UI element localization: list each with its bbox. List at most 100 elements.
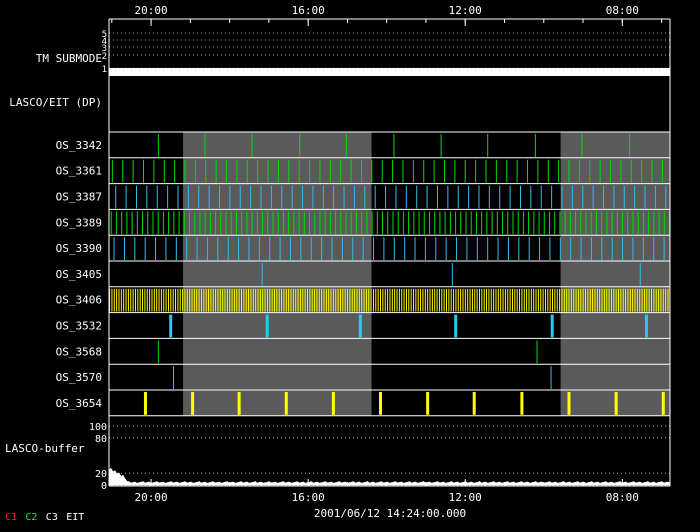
mark bbox=[199, 211, 201, 235]
mark bbox=[342, 288, 344, 312]
mark bbox=[474, 288, 476, 312]
row-label: OS_3570 bbox=[56, 371, 102, 384]
mark bbox=[163, 288, 165, 312]
mark bbox=[499, 185, 501, 209]
mark bbox=[487, 134, 489, 157]
mark bbox=[570, 237, 572, 260]
mark bbox=[241, 211, 243, 235]
row-os-3570: OS_3570 bbox=[56, 363, 670, 389]
mark bbox=[445, 288, 447, 312]
mark bbox=[271, 288, 273, 312]
mark bbox=[132, 159, 134, 183]
mark bbox=[309, 211, 311, 235]
mark bbox=[520, 392, 524, 415]
mark bbox=[516, 159, 518, 183]
mark bbox=[219, 185, 221, 209]
mark bbox=[222, 288, 224, 312]
mark bbox=[408, 211, 410, 235]
mark bbox=[475, 211, 477, 235]
mark bbox=[615, 288, 617, 312]
mark bbox=[302, 185, 304, 209]
mark bbox=[278, 288, 280, 312]
mark bbox=[299, 288, 301, 312]
mark bbox=[629, 134, 631, 157]
mark bbox=[528, 211, 530, 235]
mark bbox=[476, 288, 478, 312]
row-os-3532: OS_3532 bbox=[56, 312, 670, 338]
mark bbox=[231, 288, 233, 312]
mark bbox=[518, 237, 520, 260]
mark bbox=[130, 288, 132, 312]
mark bbox=[255, 288, 257, 312]
mark bbox=[563, 288, 565, 312]
top-time-label: 08:00 bbox=[606, 4, 639, 17]
mark bbox=[462, 288, 464, 312]
mark bbox=[405, 288, 407, 312]
mark bbox=[595, 211, 597, 235]
mark bbox=[580, 237, 582, 260]
mark bbox=[398, 288, 400, 312]
mark bbox=[629, 288, 631, 312]
mark bbox=[120, 288, 122, 312]
mark bbox=[475, 159, 477, 183]
mark bbox=[445, 237, 447, 260]
mark bbox=[429, 288, 431, 312]
mark bbox=[115, 185, 117, 209]
legend-entry: C2 bbox=[25, 512, 37, 523]
mark bbox=[183, 211, 185, 235]
mark bbox=[329, 211, 331, 235]
mark bbox=[447, 185, 449, 209]
time-axis: 20:00 20:00 16:00 16:00 12:00 12:00 08:00 08:00… bbox=[108, 4, 671, 520]
mark bbox=[310, 237, 312, 260]
mark bbox=[389, 288, 391, 312]
mark bbox=[381, 159, 383, 183]
mark bbox=[613, 288, 615, 312]
mark bbox=[331, 392, 335, 415]
mark bbox=[366, 211, 368, 235]
mark bbox=[122, 159, 124, 183]
mark bbox=[126, 211, 128, 235]
mark bbox=[351, 288, 353, 312]
mark bbox=[585, 288, 587, 312]
mark bbox=[403, 288, 405, 312]
mark bbox=[392, 211, 394, 235]
mark bbox=[175, 237, 177, 260]
mark bbox=[246, 211, 248, 235]
mark bbox=[165, 237, 167, 260]
mark bbox=[364, 185, 366, 209]
mark bbox=[340, 159, 342, 183]
mark bbox=[306, 288, 308, 312]
mark bbox=[472, 392, 476, 415]
lasco-buffer-label: LASCO-buffer bbox=[5, 442, 85, 455]
mark bbox=[186, 237, 188, 260]
mark bbox=[229, 288, 231, 312]
mark bbox=[509, 288, 511, 312]
mark bbox=[469, 288, 471, 312]
mark bbox=[144, 288, 146, 312]
mark bbox=[330, 288, 332, 312]
mark bbox=[224, 288, 226, 312]
timestamp-label: 2001/06/12 14:24:00.000 bbox=[314, 507, 466, 520]
mark bbox=[449, 211, 451, 235]
mark bbox=[569, 211, 571, 235]
mark bbox=[239, 185, 241, 209]
mark bbox=[516, 288, 518, 312]
mark bbox=[167, 185, 169, 209]
mark bbox=[304, 288, 306, 312]
mark bbox=[356, 288, 358, 312]
mark bbox=[299, 134, 301, 157]
row-label: OS_3405 bbox=[56, 268, 102, 281]
mark bbox=[495, 288, 497, 312]
mark bbox=[547, 288, 549, 312]
mark bbox=[368, 288, 370, 312]
mark bbox=[111, 288, 113, 312]
mark bbox=[319, 159, 321, 183]
mark bbox=[267, 211, 269, 235]
mark bbox=[661, 159, 663, 183]
mark bbox=[396, 288, 398, 312]
mark bbox=[191, 392, 195, 415]
mark bbox=[372, 288, 374, 312]
mark bbox=[142, 288, 144, 312]
mark bbox=[229, 185, 231, 209]
mark bbox=[288, 288, 290, 312]
